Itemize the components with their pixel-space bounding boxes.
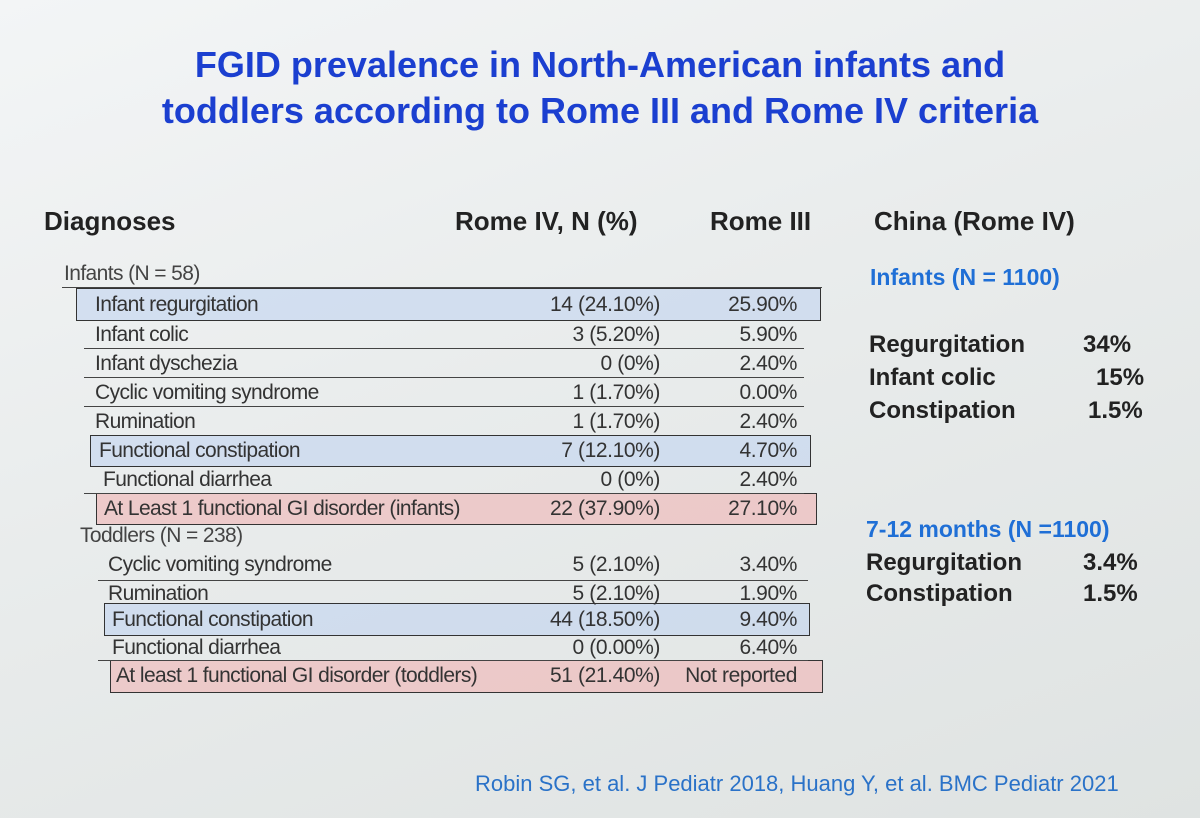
row-label: Cyclic vomiting syndrome xyxy=(108,553,332,576)
header-rome4: Rome IV, N (%) xyxy=(455,206,638,236)
row-label: At least 1 functional GI disorder (toddl… xyxy=(116,664,478,687)
table-row: Rumination 5 (2.10%) 1.90% xyxy=(0,579,1200,608)
row-rome4: 3 (5.20%) xyxy=(572,323,661,346)
rule-row xyxy=(84,348,804,350)
table-row: Functional diarrhea 0 (0.00%) 6.40% xyxy=(0,633,1200,662)
table-row: At Least 1 functional GI disorder (infan… xyxy=(0,494,1200,523)
row-rome4: 51 (21.40%) xyxy=(549,664,660,687)
highlight-infant-regurgitation xyxy=(76,288,821,321)
row-rome4: 0 (0%) xyxy=(600,352,661,375)
highlight-infant-constipation xyxy=(90,435,811,467)
header-rome3: Rome III xyxy=(710,206,812,236)
row-rome3: 4.70% xyxy=(739,439,797,462)
table-row: Functional constipation 44 (18.50%) 9.40… xyxy=(0,605,1200,634)
table-row: Cyclic vomiting syndrome 1 (1.70%) 0.00% xyxy=(0,378,1200,407)
row-rome4: 14 (24.10%) xyxy=(549,293,660,316)
highlight-infant-any-fgid xyxy=(96,493,817,525)
china-item-value: 34% xyxy=(1083,331,1132,358)
row-rome3: 2.40% xyxy=(739,468,797,491)
china-item-value: 15% xyxy=(1096,364,1145,391)
infants-group-label: Infants (N = 58) xyxy=(64,262,200,285)
row-rome4: 22 (37.90%) xyxy=(549,497,660,520)
rule-row xyxy=(84,493,804,495)
title-line-1: FGID prevalence in North-American infant… xyxy=(194,44,1006,85)
row-rome3: 0.00% xyxy=(739,381,797,404)
table-row: Rumination 1 (1.70%) 2.40% xyxy=(0,407,1200,436)
toddlers-group-label: Toddlers (N = 238) xyxy=(80,524,243,547)
highlight-toddler-constipation xyxy=(104,603,810,636)
table-row: Infant dyschezia 0 (0%) 2.40% xyxy=(0,349,1200,378)
row-rome3: 27.10% xyxy=(728,497,797,520)
row-rome4: 1 (1.70%) xyxy=(572,410,661,433)
row-rome4: 7 (12.10%) xyxy=(561,439,660,462)
row-label: Infant dyschezia xyxy=(95,352,238,375)
row-rome4: 5 (2.10%) xyxy=(572,582,661,605)
highlight-toddler-any-fgid xyxy=(110,660,823,693)
china-item-value: 1.5% xyxy=(1088,397,1143,424)
table-row: At least 1 functional GI disorder (toddl… xyxy=(0,661,1200,690)
header-diagnoses: Diagnoses xyxy=(44,206,176,236)
citation: Robin SG, et al. J Pediatr 2018, Huang Y… xyxy=(475,771,1119,796)
china-item-label: Regurgitation xyxy=(866,549,1022,576)
row-label: Functional constipation xyxy=(112,608,314,631)
table-row: Functional diarrhea 0 (0%) 2.40% xyxy=(0,465,1200,494)
row-rome3: 3.40% xyxy=(739,553,797,576)
rule-row xyxy=(84,377,804,379)
rule-row xyxy=(98,580,808,582)
china-item-label: Constipation xyxy=(866,580,1013,607)
row-label: Cyclic vomiting syndrome xyxy=(95,381,319,404)
row-rome3: 5.90% xyxy=(739,323,797,346)
row-rome3: 6.40% xyxy=(739,636,797,659)
china-item-value: 3.4% xyxy=(1083,549,1138,576)
title-line-2: toddlers according to Rome III and Rome … xyxy=(161,90,1039,131)
china-item-label: Infant colic xyxy=(869,364,996,391)
row-rome3: 9.40% xyxy=(739,608,797,631)
row-label: Rumination xyxy=(95,410,196,433)
table-row: Cyclic vomiting syndrome 5 (2.10%) 3.40% xyxy=(0,550,1200,579)
china-infants-title: Infants (N = 1100) xyxy=(870,264,1060,290)
row-label: Functional diarrhea xyxy=(103,468,272,491)
china-item-value: 1.5% xyxy=(1083,580,1138,607)
rule-row xyxy=(84,406,804,408)
table-row: Functional constipation 7 (12.10%) 4.70% xyxy=(0,436,1200,465)
row-rome4: 44 (18.50%) xyxy=(549,608,660,631)
row-label: Rumination xyxy=(108,582,209,605)
row-rome4: 1 (1.70%) xyxy=(572,381,661,404)
row-rome3: 25.90% xyxy=(728,293,797,316)
table-row: Infant colic 3 (5.20%) 5.90% xyxy=(0,320,1200,349)
row-rome4: 0 (0%) xyxy=(600,468,661,491)
row-rome3: Not reported xyxy=(685,664,797,687)
row-label: At Least 1 functional GI disorder (infan… xyxy=(104,497,461,520)
row-rome4: 5 (2.10%) xyxy=(572,553,661,576)
row-rome4: 0 (0.00%) xyxy=(572,636,661,659)
rule-infants-header xyxy=(62,287,822,289)
row-rome3: 1.90% xyxy=(739,582,797,605)
row-label: Infant regurgitation xyxy=(95,293,259,316)
row-label: Functional diarrhea xyxy=(112,636,281,659)
table-row: Infant regurgitation 14 (24.10%) 25.90% xyxy=(0,290,1200,319)
row-label: Functional constipation xyxy=(99,439,301,462)
row-label: Infant colic xyxy=(95,323,189,346)
china-item-label: Regurgitation xyxy=(869,331,1025,358)
row-rome3: 2.40% xyxy=(739,352,797,375)
china-months-title: 7-12 months (N =1100) xyxy=(866,516,1110,542)
row-rome3: 2.40% xyxy=(739,410,797,433)
china-item-label: Constipation xyxy=(869,397,1016,424)
header-china: China (Rome IV) xyxy=(874,206,1075,236)
slide-title: FGID prevalence in North-American infant… xyxy=(0,42,1200,134)
rule-row xyxy=(98,660,808,662)
